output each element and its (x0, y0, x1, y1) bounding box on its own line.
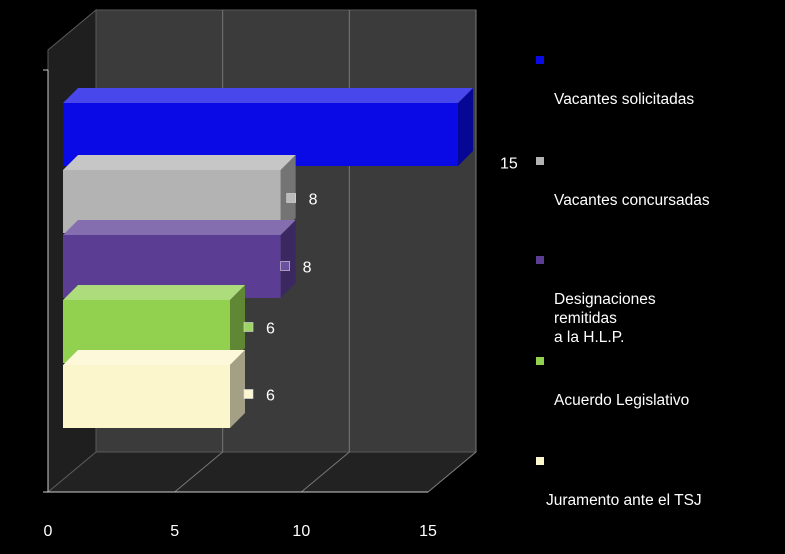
data-label-swatch-icon (243, 322, 254, 332)
data-label-swatch-icon (286, 193, 296, 203)
bar (63, 365, 230, 428)
legend-swatch-icon (536, 157, 544, 165)
bar-side (230, 285, 245, 363)
legend-swatch-icon (536, 56, 544, 64)
data-label: 6 (266, 388, 275, 405)
bar-top (63, 350, 245, 365)
legend: Vacantes solicitadas Vacantes concursada… (536, 0, 781, 554)
bar-top (63, 285, 245, 300)
bar-top (63, 220, 296, 235)
x-axis-ticks: 0 5 10 15 (44, 523, 437, 540)
chart-bars (63, 88, 473, 428)
gridline (174, 451, 223, 493)
legend-swatch-icon (536, 457, 544, 465)
legend-item-acuerdo-legislativo: Acuerdo Legislativo (536, 353, 689, 429)
x-tick-label: 0 (44, 523, 53, 540)
gridline (427, 451, 477, 493)
legend-item-vacantes-concursadas: Vacantes concursadas (536, 153, 710, 229)
legend-label: Designaciones remitidas a la H.L.P. (554, 291, 656, 346)
x-tick-label: 10 (292, 523, 310, 540)
gridline (301, 451, 350, 493)
legend-label: Vacantes solicitadas (554, 91, 695, 108)
legend-swatch-icon (536, 256, 544, 264)
data-label-swatch-icon (243, 389, 254, 399)
legend-item-juramento-ante-tsj: Juramento ante el TSJ (536, 453, 702, 529)
legend-label: Acuerdo Legislativo (554, 392, 690, 409)
legend-label: Juramento ante el TSJ (546, 492, 702, 509)
data-labels: 15 8 8 6 6 (243, 156, 518, 405)
bar-top (63, 88, 473, 103)
x-tick-label: 5 (170, 523, 179, 540)
floor (46, 451, 478, 493)
legend-swatch-icon (536, 357, 544, 365)
data-label-swatch-icon (280, 261, 290, 271)
legend-item-designaciones-remitidas: Designaciones remitidas a la H.L.P. (536, 252, 656, 366)
x-tick-label: 15 (419, 523, 437, 540)
bar-side (280, 220, 296, 298)
bar-side (230, 350, 245, 428)
data-label: 6 (266, 321, 275, 338)
legend-label: Vacantes concursadas (554, 192, 710, 209)
data-label: 15 (500, 156, 518, 173)
data-label: 8 (303, 260, 312, 277)
bar-top (63, 155, 296, 170)
bar-side (458, 88, 473, 166)
data-label: 8 (309, 192, 318, 209)
legend-item-vacantes-solicitadas: Vacantes solicitadas (536, 52, 694, 128)
